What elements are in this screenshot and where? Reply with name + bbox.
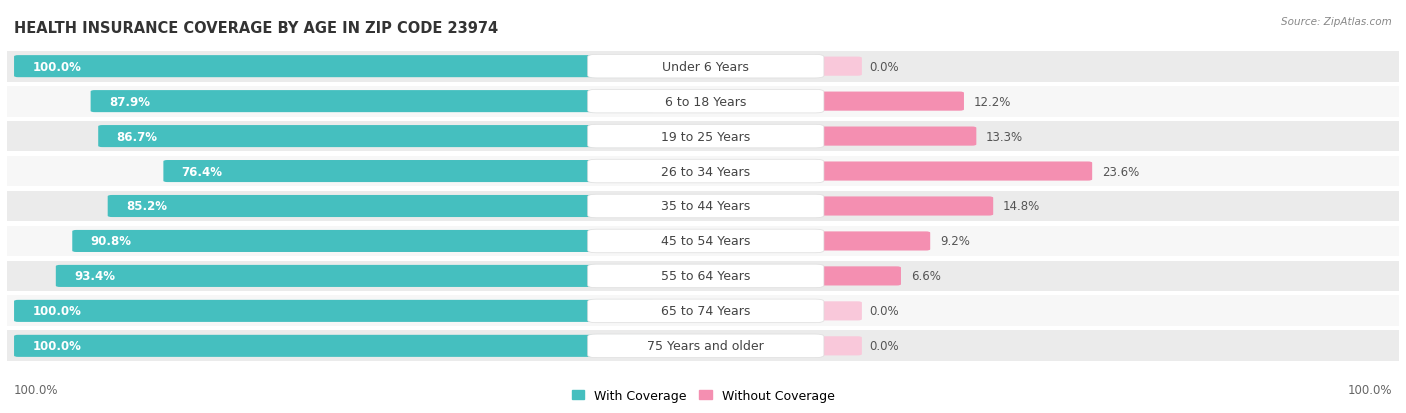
Text: 93.4%: 93.4% [75, 270, 115, 283]
Text: 13.3%: 13.3% [986, 130, 1024, 143]
Text: 0.0%: 0.0% [869, 61, 898, 74]
Text: 100.0%: 100.0% [1347, 384, 1392, 396]
Bar [7, 121, 1399, 152]
FancyBboxPatch shape [14, 300, 655, 322]
FancyBboxPatch shape [818, 232, 931, 251]
Bar [7, 86, 1399, 117]
FancyBboxPatch shape [588, 264, 824, 288]
Text: 100.0%: 100.0% [32, 305, 82, 318]
FancyBboxPatch shape [588, 195, 824, 218]
Bar [7, 331, 1399, 361]
FancyBboxPatch shape [818, 57, 862, 76]
Text: 100.0%: 100.0% [32, 61, 82, 74]
Text: HEALTH INSURANCE COVERAGE BY AGE IN ZIP CODE 23974: HEALTH INSURANCE COVERAGE BY AGE IN ZIP … [14, 21, 498, 36]
FancyBboxPatch shape [818, 267, 901, 286]
FancyBboxPatch shape [588, 230, 824, 253]
FancyBboxPatch shape [163, 161, 655, 183]
FancyBboxPatch shape [818, 162, 1092, 181]
Text: 86.7%: 86.7% [117, 130, 157, 143]
Bar [7, 156, 1399, 187]
Text: 65 to 74 Years: 65 to 74 Years [661, 305, 751, 318]
FancyBboxPatch shape [818, 337, 862, 356]
Text: 6.6%: 6.6% [911, 270, 941, 283]
FancyBboxPatch shape [818, 93, 965, 112]
Bar [7, 226, 1399, 257]
Text: 0.0%: 0.0% [869, 339, 898, 352]
FancyBboxPatch shape [588, 299, 824, 323]
FancyBboxPatch shape [588, 90, 824, 114]
Legend: With Coverage, Without Coverage: With Coverage, Without Coverage [567, 384, 839, 407]
FancyBboxPatch shape [90, 91, 655, 113]
Text: 90.8%: 90.8% [90, 235, 132, 248]
Text: 100.0%: 100.0% [32, 339, 82, 352]
FancyBboxPatch shape [98, 126, 655, 148]
FancyBboxPatch shape [14, 335, 655, 357]
Text: 100.0%: 100.0% [14, 384, 59, 396]
Text: 87.9%: 87.9% [108, 95, 150, 108]
Text: Source: ZipAtlas.com: Source: ZipAtlas.com [1281, 17, 1392, 26]
Bar [7, 261, 1399, 292]
FancyBboxPatch shape [588, 125, 824, 149]
Text: Under 6 Years: Under 6 Years [662, 61, 749, 74]
Text: 85.2%: 85.2% [127, 200, 167, 213]
FancyBboxPatch shape [588, 160, 824, 183]
Text: 19 to 25 Years: 19 to 25 Years [661, 130, 751, 143]
Text: 76.4%: 76.4% [181, 165, 222, 178]
Text: 26 to 34 Years: 26 to 34 Years [661, 165, 751, 178]
Text: 23.6%: 23.6% [1102, 165, 1139, 178]
Bar [7, 296, 1399, 327]
FancyBboxPatch shape [14, 56, 655, 78]
FancyBboxPatch shape [588, 334, 824, 358]
Text: 35 to 44 Years: 35 to 44 Years [661, 200, 751, 213]
Bar [7, 191, 1399, 222]
FancyBboxPatch shape [588, 55, 824, 79]
FancyBboxPatch shape [818, 127, 976, 146]
FancyBboxPatch shape [818, 301, 862, 320]
Text: 55 to 64 Years: 55 to 64 Years [661, 270, 751, 283]
Text: 12.2%: 12.2% [974, 95, 1011, 108]
Text: 75 Years and older: 75 Years and older [647, 339, 765, 352]
FancyBboxPatch shape [56, 265, 655, 287]
Text: 6 to 18 Years: 6 to 18 Years [665, 95, 747, 108]
FancyBboxPatch shape [818, 197, 993, 216]
FancyBboxPatch shape [72, 230, 655, 252]
Text: 0.0%: 0.0% [869, 305, 898, 318]
Text: 14.8%: 14.8% [1002, 200, 1040, 213]
Text: 45 to 54 Years: 45 to 54 Years [661, 235, 751, 248]
Bar [7, 52, 1399, 82]
Text: 9.2%: 9.2% [941, 235, 970, 248]
FancyBboxPatch shape [108, 195, 655, 218]
